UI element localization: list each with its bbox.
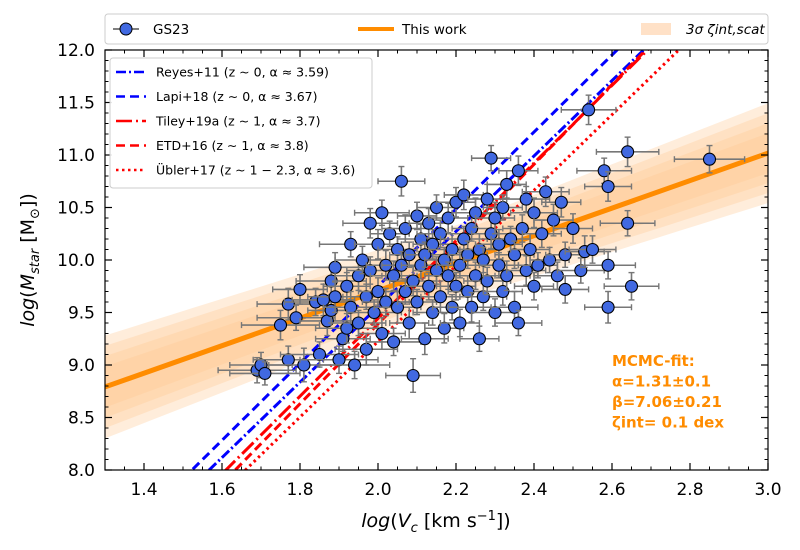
- legend-label-gs23: GS23: [153, 22, 189, 38]
- x-tick-label: 2.4: [520, 480, 547, 500]
- data-point: [424, 246, 465, 274]
- data-point: [385, 358, 442, 393]
- data-point: [357, 317, 406, 350]
- fit-text-line: α=1.31±0.1: [612, 373, 711, 391]
- x-tick-label: 2.8: [676, 480, 703, 500]
- data-point: [595, 136, 660, 168]
- data-point: [533, 203, 574, 237]
- data-point: [377, 165, 426, 197]
- y-tick-label: 9.5: [68, 304, 95, 324]
- data-point: [580, 250, 637, 280]
- y-tick-label: 9.0: [68, 356, 95, 376]
- y-axis-label: log(Mstar [M⊙]): [17, 193, 43, 327]
- relation-line-reyes-11: [206, 50, 646, 470]
- data-point: [381, 214, 430, 243]
- data-point: [424, 312, 465, 344]
- data-point: [412, 299, 453, 326]
- data-point: [240, 309, 321, 341]
- data-point: [470, 144, 512, 172]
- relation-legend-label: Lapi+18 (z ∼ 0, α ≈ 3.67): [156, 89, 318, 104]
- data-point: [459, 325, 500, 353]
- x-tick-label: 1.8: [286, 480, 313, 500]
- fit-text-line: ζint= 0.1 dex: [612, 414, 724, 432]
- relation-legend-label: Reyes+11 (z ∼ 0, α ≈ 3.59): [156, 65, 329, 80]
- data-point: [568, 235, 617, 264]
- y-tick-label: 12.0: [57, 41, 95, 61]
- data-point: [416, 194, 457, 221]
- relation-legend-label: Tiley+19a (z ∼ 1, α ≈ 3.7): [155, 114, 320, 129]
- legend-label-scatter: 3σ ζint,scat: [686, 22, 765, 38]
- relation-legend-label: Übler+17 (z ∼ 1 − 2.3, α ≈ 3.6): [156, 162, 355, 178]
- data-point: [322, 271, 371, 301]
- data-point: [584, 171, 633, 202]
- relation-line-etd-16: [233, 50, 648, 470]
- data-point: [502, 185, 551, 213]
- data-point: [603, 271, 660, 301]
- data-point: [353, 199, 410, 227]
- data-point: [365, 327, 422, 357]
- data-point: [396, 201, 438, 231]
- data-point: [486, 170, 527, 199]
- data-point: [428, 202, 469, 234]
- legend-label-this-work: This work: [401, 22, 467, 38]
- data-point: [552, 213, 594, 244]
- data-point: [256, 287, 321, 321]
- x-tick-label: 2.0: [364, 480, 391, 500]
- data-point: [299, 345, 379, 375]
- legend-band-scatter: [641, 23, 671, 35]
- y-tick-label: 11.0: [57, 146, 95, 166]
- relation-legend: Reyes+11 (z ∼ 0, α ≈ 3.59) Lapi+18 (z ∼ 0…: [109, 57, 373, 189]
- data-point: [346, 299, 403, 326]
- x-tick-label: 1.6: [208, 480, 235, 500]
- y-tick-label: 10.5: [57, 199, 95, 219]
- relation-legend-label: ETD+16 (z ∼ 1, α ≈ 3.8): [156, 138, 309, 153]
- data-point: [673, 144, 746, 174]
- data-point: [584, 290, 633, 324]
- data-point: [439, 308, 481, 338]
- legend-marker-gs23: [119, 22, 133, 36]
- relation-line-tiley-19a: [223, 50, 650, 470]
- data-point: [443, 179, 484, 211]
- data-point: [318, 350, 391, 380]
- data-point: [576, 157, 633, 185]
- fit-text-line: MCMC-fit:: [612, 352, 695, 370]
- data-point: [541, 275, 590, 304]
- y-tick-label: 8.5: [68, 409, 95, 429]
- data-point: [513, 271, 555, 301]
- data-point: [404, 241, 445, 269]
- fit-annotation: MCMC-fit: α=1.31±0.1 β=7.06±0.21 ζint= 0.1 …: [612, 352, 724, 432]
- data-point: [467, 183, 508, 215]
- x-axis-label: log(Vc [km s−1]): [361, 509, 510, 536]
- data-point: [517, 251, 559, 279]
- top-legend: GS23 This work 3σ ζint,scat: [104, 13, 769, 45]
- x-tick-label: 2.2: [442, 480, 469, 500]
- data-point: [299, 305, 356, 337]
- data-point: [521, 219, 562, 249]
- data-point: [385, 278, 426, 305]
- data-point: [560, 94, 617, 126]
- y-tick-label: 11.5: [57, 94, 95, 114]
- x-tick-label: 3.0: [754, 480, 781, 500]
- data-point: [533, 261, 582, 291]
- data-point: [416, 219, 465, 249]
- data-point: [272, 274, 328, 305]
- data-point: [494, 309, 543, 337]
- data-point: [439, 225, 488, 253]
- x-tick-label: 2.6: [598, 480, 625, 500]
- data-point: [599, 209, 656, 237]
- relation-line-lapi-18: [189, 50, 620, 470]
- data-point: [334, 245, 391, 275]
- data-point: [498, 155, 539, 187]
- data-point: [541, 186, 582, 218]
- x-tick-label: 1.4: [130, 480, 157, 500]
- y-tick-label: 10.0: [57, 251, 95, 271]
- data-point: [396, 288, 438, 316]
- data-point: [509, 197, 559, 229]
- y-tick-label: 8.0: [68, 461, 95, 481]
- fit-text-line: β=7.06±0.21: [612, 393, 722, 411]
- data-point: [318, 230, 383, 258]
